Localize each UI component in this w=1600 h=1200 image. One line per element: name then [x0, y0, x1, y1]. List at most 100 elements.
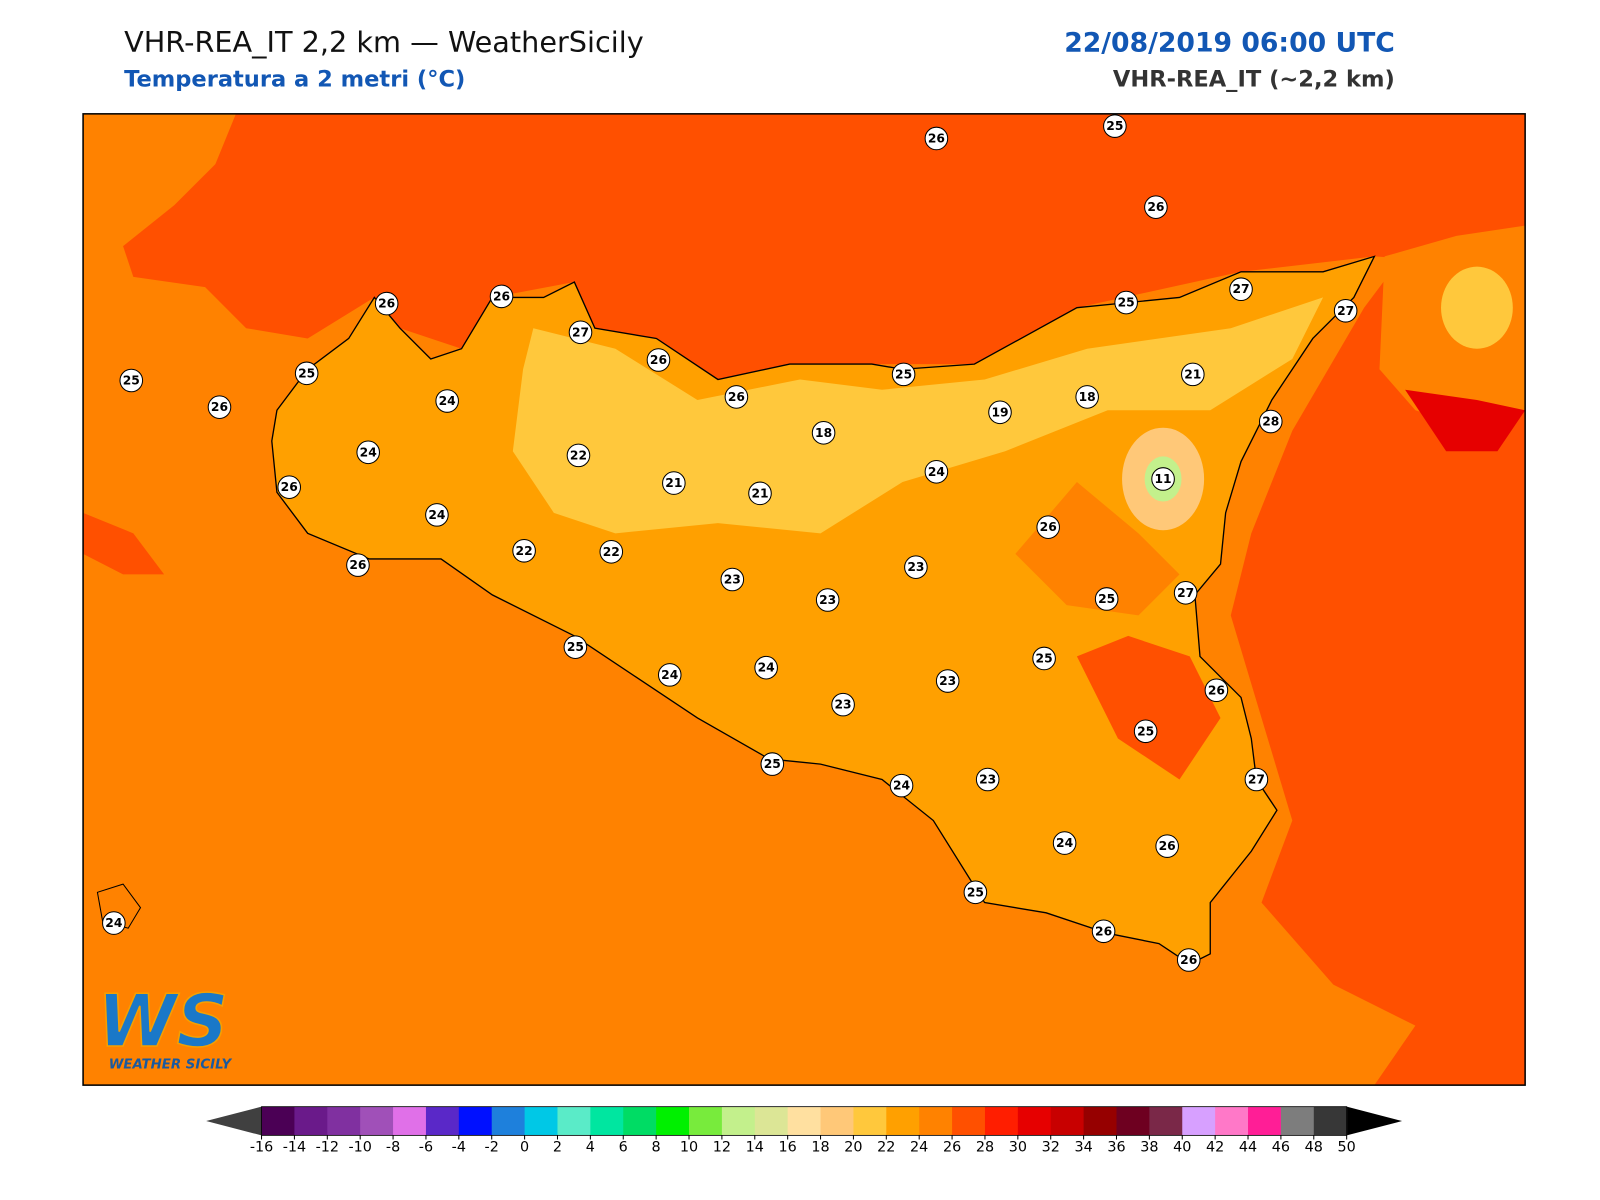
colorbar-tick-label: 2 — [553, 1140, 562, 1156]
station-value: 21 — [751, 486, 768, 500]
colorbar-tick-label: 40 — [1173, 1140, 1191, 1156]
station-value: 22 — [570, 448, 587, 462]
station-value: 25 — [298, 366, 315, 380]
station-value: 25 — [567, 640, 584, 654]
station-value: 18 — [1079, 390, 1096, 404]
station-marker — [754, 655, 778, 680]
logo-mark: WS — [97, 979, 228, 1063]
station-marker — [904, 555, 928, 579]
station-value: 24 — [1056, 836, 1073, 850]
colorbar-segment — [853, 1106, 887, 1136]
station-marker — [599, 539, 624, 564]
station-marker — [662, 471, 686, 495]
colorbar-segment — [1017, 1106, 1052, 1136]
colorbar-segment — [590, 1106, 624, 1136]
station-marker — [724, 385, 749, 409]
station-marker — [1052, 831, 1077, 855]
colorbar-segment — [1248, 1106, 1282, 1136]
station-value: 25 — [1106, 119, 1123, 133]
station-marker — [720, 567, 745, 592]
station-marker — [1173, 581, 1198, 605]
colorbar-segment — [425, 1106, 460, 1136]
station-marker — [935, 669, 960, 693]
colorbar-under — [206, 1106, 262, 1136]
colorbar-segment — [1280, 1106, 1315, 1136]
colorbar-segment — [261, 1106, 295, 1136]
station-marker — [294, 361, 319, 386]
station-value: 23 — [907, 560, 924, 574]
station-value: 24 — [661, 668, 678, 682]
colorbar-tick-label: -4 — [452, 1140, 466, 1156]
logo-text: WEATHER SICILY — [109, 1058, 233, 1073]
station-value: 26 — [211, 400, 228, 414]
colorbar-segment — [919, 1106, 953, 1136]
map-frame — [82, 113, 1526, 1086]
station-value: 25 — [1137, 724, 1154, 738]
station-value: 23 — [939, 674, 956, 688]
station-marker — [1244, 767, 1269, 792]
station-marker — [1181, 362, 1205, 387]
station-value: 25 — [1118, 296, 1135, 310]
colorbar-segment — [787, 1106, 822, 1136]
colorbar-segment — [721, 1106, 756, 1136]
colorbar-segment — [458, 1106, 493, 1136]
station-value: 26 — [1208, 683, 1225, 697]
station-value: 26 — [728, 390, 745, 404]
colorbar-segment — [952, 1106, 986, 1136]
colorbar-tick-label: 46 — [1272, 1140, 1290, 1156]
station-value: 24 — [428, 508, 445, 522]
interior-cool — [512, 297, 1324, 534]
station-value: 24 — [758, 661, 775, 675]
station-marker — [646, 348, 671, 372]
map: WS WEATHER SICILY 2625262727252626272626… — [82, 113, 1526, 1086]
station-marker — [657, 663, 682, 687]
colorbar-tick-label: 42 — [1206, 1140, 1224, 1156]
station-value: 19 — [991, 405, 1008, 419]
colorbar-tick-label: 32 — [1042, 1140, 1060, 1156]
station-marker — [748, 481, 772, 506]
colorbar-tick-label: -8 — [386, 1140, 400, 1156]
station-marker — [815, 588, 840, 612]
station-marker — [489, 284, 514, 309]
colorbar-tick-label: 6 — [619, 1140, 628, 1156]
station-value: 26 — [1180, 953, 1197, 967]
station-value: 26 — [378, 297, 395, 311]
station-marker — [831, 692, 855, 717]
station-value: 23 — [819, 593, 836, 607]
colorbar-tick-label: 4 — [586, 1140, 595, 1156]
stations: 26 25 26 27 27 25 26 26 27 26 26 25 25 25 26 24 24 22 18 19… — [102, 114, 1358, 972]
colorbar-tick-label: 36 — [1107, 1140, 1125, 1156]
station-marker — [1155, 834, 1179, 858]
station-value: 24 — [928, 465, 945, 479]
colorbar-segment — [524, 1106, 558, 1136]
station-value: 26 — [928, 131, 945, 145]
station-marker — [1258, 409, 1283, 434]
station-marker — [119, 368, 144, 393]
colorbar-tick-label: -14 — [283, 1140, 306, 1156]
colorbar-tick-label: 14 — [746, 1140, 764, 1156]
colorbar-segment — [393, 1106, 427, 1136]
colorbar-tick-label: 38 — [1140, 1140, 1158, 1156]
colorbar-segment — [1313, 1106, 1348, 1136]
colorbar-segment — [754, 1106, 789, 1136]
colorbar-tick-label: 30 — [1009, 1140, 1027, 1156]
plain-hot — [1076, 635, 1221, 780]
colorbar-tick-label: -12 — [316, 1140, 339, 1156]
colorbar-segment — [623, 1106, 657, 1136]
colorbar-tick-label: 8 — [652, 1140, 661, 1156]
colorbar-segment — [820, 1106, 854, 1136]
station-marker — [988, 400, 1012, 425]
station-marker — [374, 291, 399, 316]
sea-east — [1230, 246, 1526, 1086]
station-value: 27 — [1248, 772, 1265, 786]
station-value: 23 — [724, 572, 741, 586]
station-marker — [924, 126, 949, 151]
station-marker — [1094, 587, 1119, 611]
station-value: 26 — [493, 289, 510, 303]
colorbar-segment — [1116, 1106, 1150, 1136]
colorbar-over — [1346, 1106, 1403, 1136]
colorbar-segment — [327, 1106, 361, 1136]
station-marker — [1229, 277, 1253, 302]
colorbar-tick-label: 18 — [811, 1140, 829, 1156]
station-value: 21 — [1184, 367, 1201, 381]
